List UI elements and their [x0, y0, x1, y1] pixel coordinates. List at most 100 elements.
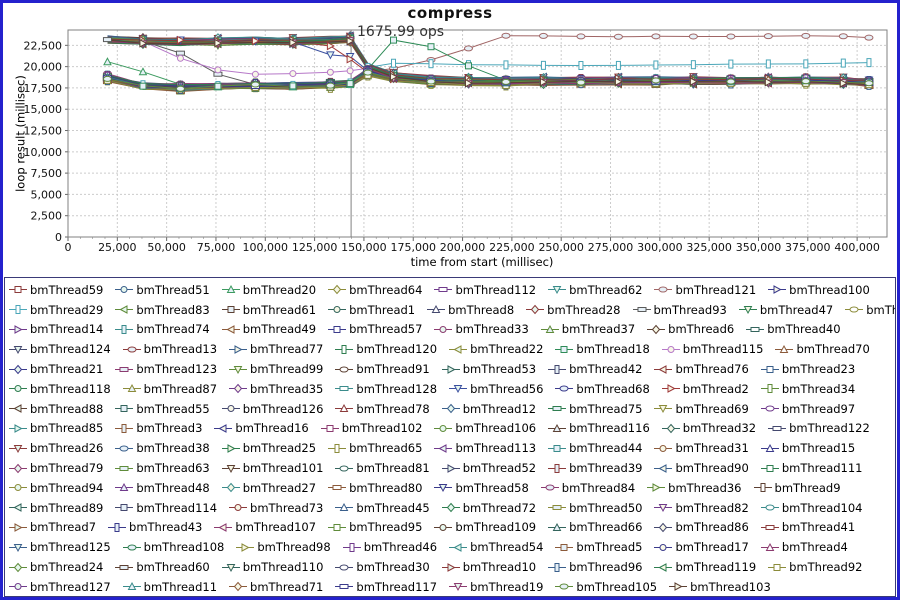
- series-marker: [447, 463, 456, 473]
- legend-item: bmThread112: [434, 283, 536, 297]
- legend-item: bmThread87: [122, 382, 217, 396]
- series-marker-icon: [434, 424, 453, 432]
- legend-item-label: bmThread117: [356, 579, 438, 594]
- x-tick-label: 300,000: [637, 241, 683, 254]
- series-marker-icon: [753, 483, 772, 493]
- series-marker-icon: [328, 285, 347, 295]
- x-tick-label: 150,000: [341, 241, 387, 254]
- legend-item: bmThread70: [775, 342, 870, 356]
- legend-item-label: bmThread65: [349, 441, 423, 456]
- series-marker: [637, 307, 646, 313]
- series-marker: [765, 504, 775, 511]
- series-marker: [652, 483, 661, 493]
- series-marker: [554, 463, 560, 473]
- legend-item: bmThread109: [434, 520, 536, 534]
- series-marker: [801, 32, 811, 39]
- series-marker: [14, 385, 22, 393]
- series-marker-icon: [115, 465, 134, 471]
- series-marker-icon: [335, 465, 354, 472]
- legend-item-label: bmThread78: [356, 401, 430, 416]
- series-marker: [439, 424, 447, 432]
- legend-item: bmThread86: [654, 520, 749, 534]
- series-marker: [339, 564, 349, 571]
- legend-item-label: bmThread44: [569, 441, 643, 456]
- series-marker: [772, 425, 782, 431]
- series-marker-icon: [9, 523, 27, 532]
- legend-row: bmThread7 bmThread43 bmThread107 bmThread95…: [9, 518, 895, 538]
- legend-item-label: bmThread53: [462, 362, 537, 377]
- legend-item-label: bmThread61: [242, 302, 317, 317]
- legend-item-label: bmThread6: [668, 322, 735, 337]
- series-marker: [214, 66, 222, 74]
- legend-item-label: bmThread93: [653, 302, 727, 317]
- series-marker-icon: [760, 365, 779, 373]
- legend-item-label: bmThread5: [576, 540, 643, 555]
- series-marker: [214, 38, 223, 48]
- legend-item: bmThread88: [9, 402, 103, 416]
- series-marker-icon: [221, 405, 240, 413]
- series-marker: [439, 523, 447, 531]
- series-marker: [552, 286, 562, 295]
- series-marker: [241, 542, 250, 552]
- series-marker: [447, 364, 456, 374]
- series-marker-icon: [661, 384, 680, 394]
- series-marker-icon: [434, 484, 453, 493]
- series-marker-icon: [654, 463, 673, 473]
- series-marker: [333, 523, 341, 531]
- series-marker: [175, 50, 185, 56]
- series-marker-icon: [9, 444, 27, 453]
- legend-item: bmThread50: [548, 501, 642, 515]
- legend-item-label: bmThread57: [349, 322, 423, 337]
- series-marker-icon: [328, 523, 347, 531]
- series-marker: [139, 39, 148, 48]
- legend-item: bmThread1: [328, 303, 415, 317]
- series-marker: [14, 286, 22, 294]
- series-marker: [102, 37, 112, 43]
- series-marker: [780, 344, 789, 353]
- series-marker-icon: [647, 483, 666, 493]
- legend-item-label: bmThread41: [781, 520, 856, 535]
- series-marker: [139, 82, 147, 90]
- series-marker-icon: [548, 505, 567, 511]
- series-marker-icon: [555, 345, 574, 353]
- series-marker-icon: [441, 364, 460, 374]
- legend-row: bmThread118 bmThread87 bmThread35 bmThread1…: [9, 379, 895, 399]
- series-marker-icon: [760, 524, 779, 530]
- series-marker: [326, 51, 335, 60]
- series-marker: [226, 464, 236, 473]
- series-marker: [340, 503, 349, 512]
- series-marker-icon: [738, 306, 757, 315]
- series-marker: [14, 325, 23, 334]
- legend-item-label: bmThread25: [242, 441, 317, 456]
- series-marker-icon: [548, 562, 567, 572]
- y-axis-label: loop result (millisec): [13, 75, 28, 192]
- series-marker-icon: [115, 423, 134, 433]
- series-marker: [764, 77, 773, 87]
- legend-item: bmThread99: [229, 362, 323, 376]
- series-marker: [15, 305, 21, 315]
- series-marker: [346, 80, 354, 88]
- legend-item-label: bmThread71: [250, 579, 324, 594]
- series-marker: [346, 67, 354, 75]
- series-marker-icon: [548, 286, 567, 295]
- series-marker: [289, 38, 298, 47]
- series-marker-icon: [9, 583, 27, 591]
- legend-item: bmThread48: [115, 481, 210, 495]
- series-marker-icon: [746, 326, 765, 332]
- series-marker-icon: [328, 325, 347, 333]
- series-marker: [428, 59, 434, 69]
- series-marker-icon: [335, 366, 354, 373]
- series-marker-icon: [335, 386, 354, 392]
- series-marker: [13, 404, 22, 414]
- series-marker: [615, 60, 621, 70]
- series-marker: [120, 504, 128, 512]
- series-marker: [226, 483, 235, 493]
- series-marker: [114, 522, 120, 532]
- series-marker: [233, 384, 243, 394]
- legend-item-label: bmThread96: [569, 560, 643, 575]
- legend-item: bmThread40: [746, 322, 841, 336]
- legend-item-label: bmThread47: [759, 302, 834, 317]
- series-marker-icon: [9, 503, 27, 512]
- series-marker: [728, 59, 734, 69]
- series-marker: [176, 54, 184, 62]
